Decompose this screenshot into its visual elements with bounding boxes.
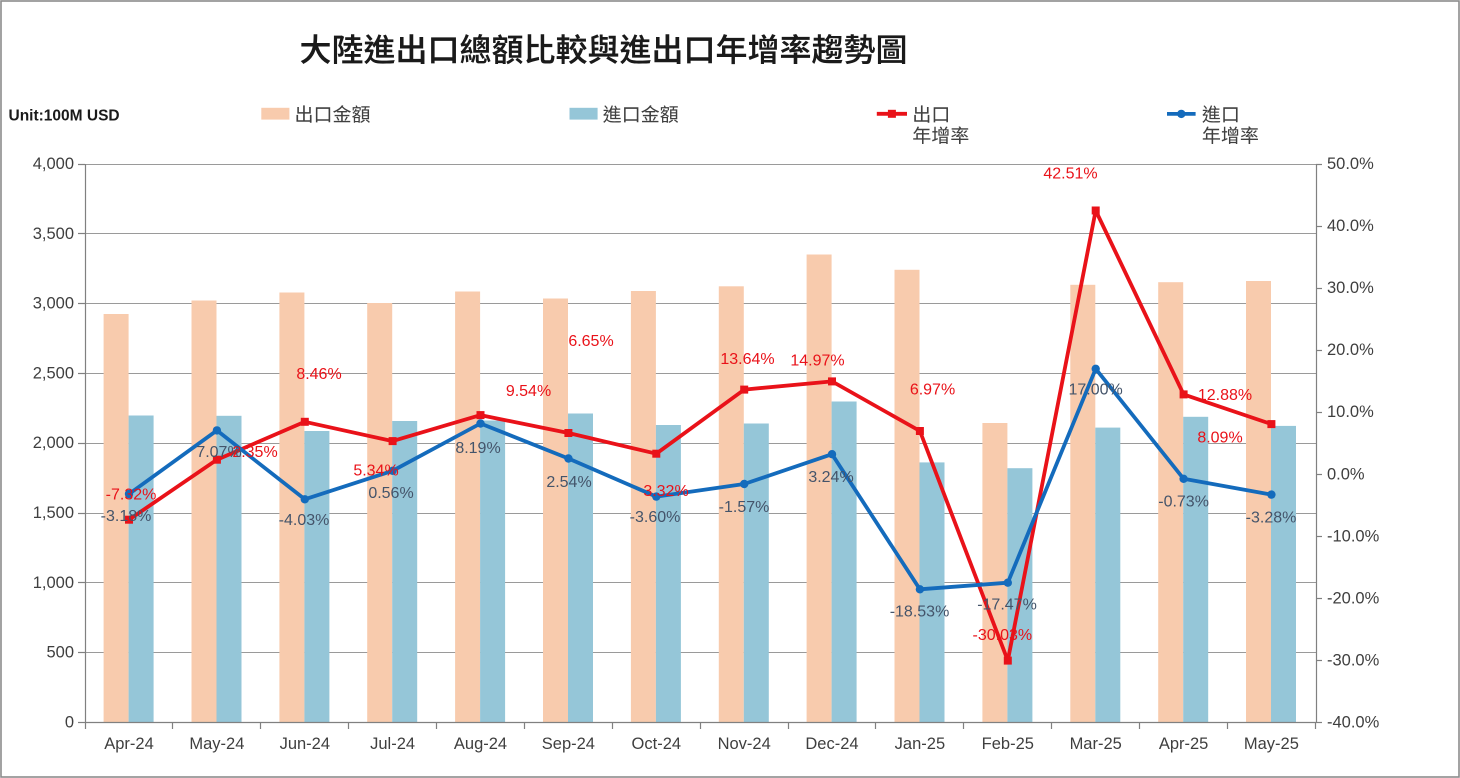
svg-text:May-25: May-25 (1244, 735, 1299, 753)
svg-text:13.64%: 13.64% (720, 351, 774, 368)
svg-text:Aug-24: Aug-24 (454, 735, 507, 753)
svg-text:-17.47%: -17.47% (977, 596, 1037, 613)
svg-text:Apr-24: Apr-24 (104, 735, 154, 753)
svg-text:-0.73%: -0.73% (1158, 493, 1209, 510)
svg-text:Mar-25: Mar-25 (1070, 735, 1122, 753)
svg-text:8.09%: 8.09% (1197, 429, 1242, 446)
svg-text:3,500: 3,500 (33, 225, 74, 243)
svg-text:Feb-25: Feb-25 (982, 735, 1034, 753)
svg-text:6.65%: 6.65% (568, 333, 613, 350)
svg-text:8.19%: 8.19% (455, 440, 500, 457)
svg-text:3.24%: 3.24% (808, 469, 853, 486)
svg-text:-3.28%: -3.28% (1246, 510, 1297, 527)
svg-text:May-24: May-24 (189, 735, 244, 753)
svg-text:0.56%: 0.56% (368, 485, 413, 502)
svg-text:0.0%: 0.0% (1327, 465, 1365, 483)
svg-text:2,500: 2,500 (33, 364, 74, 382)
svg-text:-4.03%: -4.03% (279, 512, 330, 529)
svg-text:-1.57%: -1.57% (719, 499, 770, 516)
svg-text:0: 0 (65, 714, 74, 732)
svg-text:17.00%: 17.00% (1068, 381, 1122, 398)
svg-text:10.0%: 10.0% (1327, 403, 1374, 421)
svg-text:-18.53%: -18.53% (890, 603, 950, 620)
svg-text:Dec-24: Dec-24 (805, 735, 858, 753)
svg-text:3,000: 3,000 (33, 295, 74, 313)
svg-text:Nov-24: Nov-24 (718, 735, 771, 753)
svg-text:Jul-24: Jul-24 (370, 735, 415, 753)
svg-text:50.0%: 50.0% (1327, 155, 1374, 173)
svg-text:9.54%: 9.54% (506, 383, 551, 400)
svg-text:2,000: 2,000 (33, 434, 74, 452)
svg-text:20.0%: 20.0% (1327, 341, 1374, 359)
svg-text:Jun-24: Jun-24 (280, 735, 330, 753)
svg-text:-3.60%: -3.60% (630, 509, 681, 526)
svg-text:30.0%: 30.0% (1327, 279, 1374, 297)
svg-text:Apr-25: Apr-25 (1159, 735, 1209, 753)
svg-text:-3.18%: -3.18% (101, 508, 152, 525)
svg-text:12.88%: 12.88% (1198, 387, 1252, 404)
svg-text:1,000: 1,000 (33, 574, 74, 592)
svg-text:-30.03%: -30.03% (973, 627, 1033, 644)
svg-text:42.51%: 42.51% (1043, 166, 1097, 183)
svg-text:7.07%: 7.07% (196, 444, 241, 461)
svg-text:2.35%: 2.35% (232, 444, 277, 461)
svg-text:1,500: 1,500 (33, 504, 74, 522)
svg-text:40.0%: 40.0% (1327, 217, 1374, 235)
svg-text:500: 500 (46, 644, 74, 662)
svg-text:-20.0%: -20.0% (1327, 589, 1380, 607)
svg-text:5.34%: 5.34% (353, 462, 398, 479)
svg-text:-7.32%: -7.32% (106, 486, 157, 503)
svg-text:8.46%: 8.46% (296, 366, 341, 383)
svg-text:-30.0%: -30.0% (1327, 651, 1380, 669)
svg-text:-40.0%: -40.0% (1327, 714, 1380, 732)
svg-text:2.54%: 2.54% (546, 474, 591, 491)
svg-text:14.97%: 14.97% (790, 352, 844, 369)
svg-text:Oct-24: Oct-24 (632, 735, 682, 753)
svg-text:Unit:100M USD: Unit:100M USD (9, 108, 120, 125)
svg-text:-10.0%: -10.0% (1327, 527, 1380, 545)
svg-text:3.32%: 3.32% (643, 483, 688, 500)
svg-text:6.97%: 6.97% (910, 381, 955, 398)
svg-text:4,000: 4,000 (33, 155, 74, 173)
svg-text:Jan-25: Jan-25 (895, 735, 945, 753)
svg-text:Sep-24: Sep-24 (542, 735, 595, 753)
